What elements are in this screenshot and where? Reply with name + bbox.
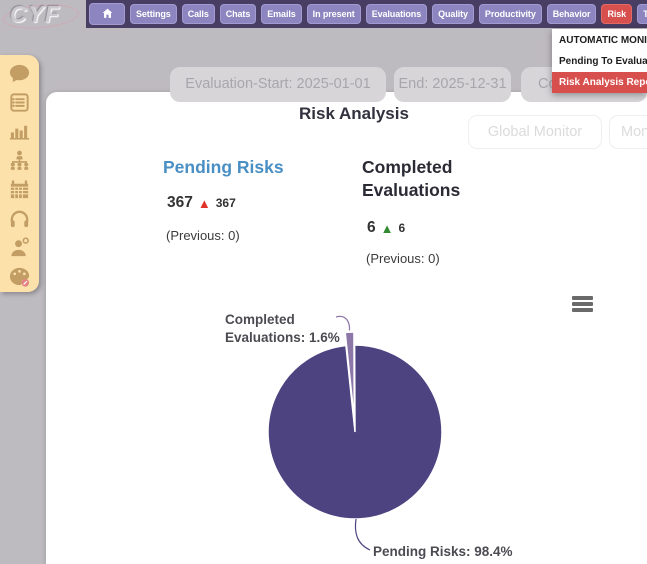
- hamburger-icon: [572, 296, 593, 300]
- menu-item-pending-to-evaluate[interactable]: Pending To Evaluate -: [559, 56, 647, 67]
- completed-evaluations-value-row: 6 ▲ 6: [367, 219, 405, 237]
- completed-evaluations-previous: (Previous: 0): [366, 251, 440, 266]
- pending-risks-value-row: 367 ▲ 367: [167, 194, 236, 212]
- risk-dropdown-menu: AUTOMATIC MONITORING Pending To Evaluate …: [552, 29, 647, 93]
- org-chart-icon[interactable]: [8, 149, 31, 172]
- icon-sidebar: [0, 55, 39, 292]
- user-gear-icon[interactable]: [8, 236, 31, 259]
- home-icon: [101, 7, 114, 22]
- nav-risk[interactable]: Risk: [601, 4, 633, 24]
- pie-chart: [267, 315, 443, 551]
- evaluation-start-filter[interactable]: Evaluation-Start: 2025-01-01: [170, 67, 386, 102]
- menu-item-risk-analysis-report[interactable]: Risk Analysis Report: [552, 72, 647, 93]
- completed-evaluations-value: 6: [367, 219, 376, 236]
- menu-item-automatic-monitoring[interactable]: AUTOMATIC MONITORING: [559, 35, 647, 46]
- pending-slice-label: Pending Risks: 98.4%: [373, 544, 513, 559]
- app-logo: CYF: [10, 1, 61, 27]
- nav-calls[interactable]: Calls: [181, 4, 215, 24]
- completed-connector-line: [335, 315, 351, 331]
- headset-icon[interactable]: [8, 207, 31, 230]
- page-title: Risk Analysis: [299, 104, 409, 123]
- chat-icon[interactable]: [8, 62, 31, 85]
- chart-context-menu-button[interactable]: [572, 296, 593, 314]
- up-triangle-icon: ▲: [197, 195, 211, 211]
- nav-chats[interactable]: Chats: [219, 4, 257, 24]
- nav-tools[interactable]: Tools: [637, 4, 647, 24]
- top-nav: Settings Calls Chats Emails In present Evalua…: [86, 0, 647, 28]
- nav-evaluations[interactable]: Evaluations: [365, 4, 428, 24]
- bar-chart-icon[interactable]: [8, 120, 31, 143]
- pending-risks-value: 367: [167, 194, 193, 211]
- evaluation-end-filter[interactable]: End: 2025-12-31: [394, 67, 511, 102]
- monitor-button[interactable]: Monitor: [609, 115, 647, 149]
- pie-slice-pending-risks[interactable]: [267, 344, 443, 520]
- completed-slice-label: Completed Evaluations: 1.6%: [225, 312, 340, 345]
- nav-quality[interactable]: Quality: [432, 4, 474, 24]
- list-icon[interactable]: [8, 91, 31, 114]
- pending-connector-line: [354, 518, 371, 551]
- global-monitor-button[interactable]: Global Monitor: [468, 115, 602, 149]
- nav-in-present[interactable]: In present: [306, 4, 361, 24]
- nav-settings[interactable]: Settings: [130, 4, 177, 24]
- completed-evaluations-title: Completed Evaluations: [362, 157, 461, 200]
- nav-behavior[interactable]: Behavior: [546, 4, 597, 24]
- up-triangle-icon: ▲: [380, 220, 394, 236]
- home-button[interactable]: [89, 3, 125, 25]
- pending-risks-previous: (Previous: 0): [166, 228, 240, 243]
- nav-emails[interactable]: Emails: [261, 4, 302, 24]
- completed-evaluations-delta: 6: [398, 221, 406, 235]
- pending-risks-delta: 367: [215, 196, 236, 210]
- calendar-icon[interactable]: [8, 178, 31, 201]
- nav-productivity[interactable]: Productivity: [478, 4, 542, 24]
- palette-icon[interactable]: [8, 265, 31, 288]
- pending-risks-title[interactable]: Pending Risks: [163, 157, 284, 177]
